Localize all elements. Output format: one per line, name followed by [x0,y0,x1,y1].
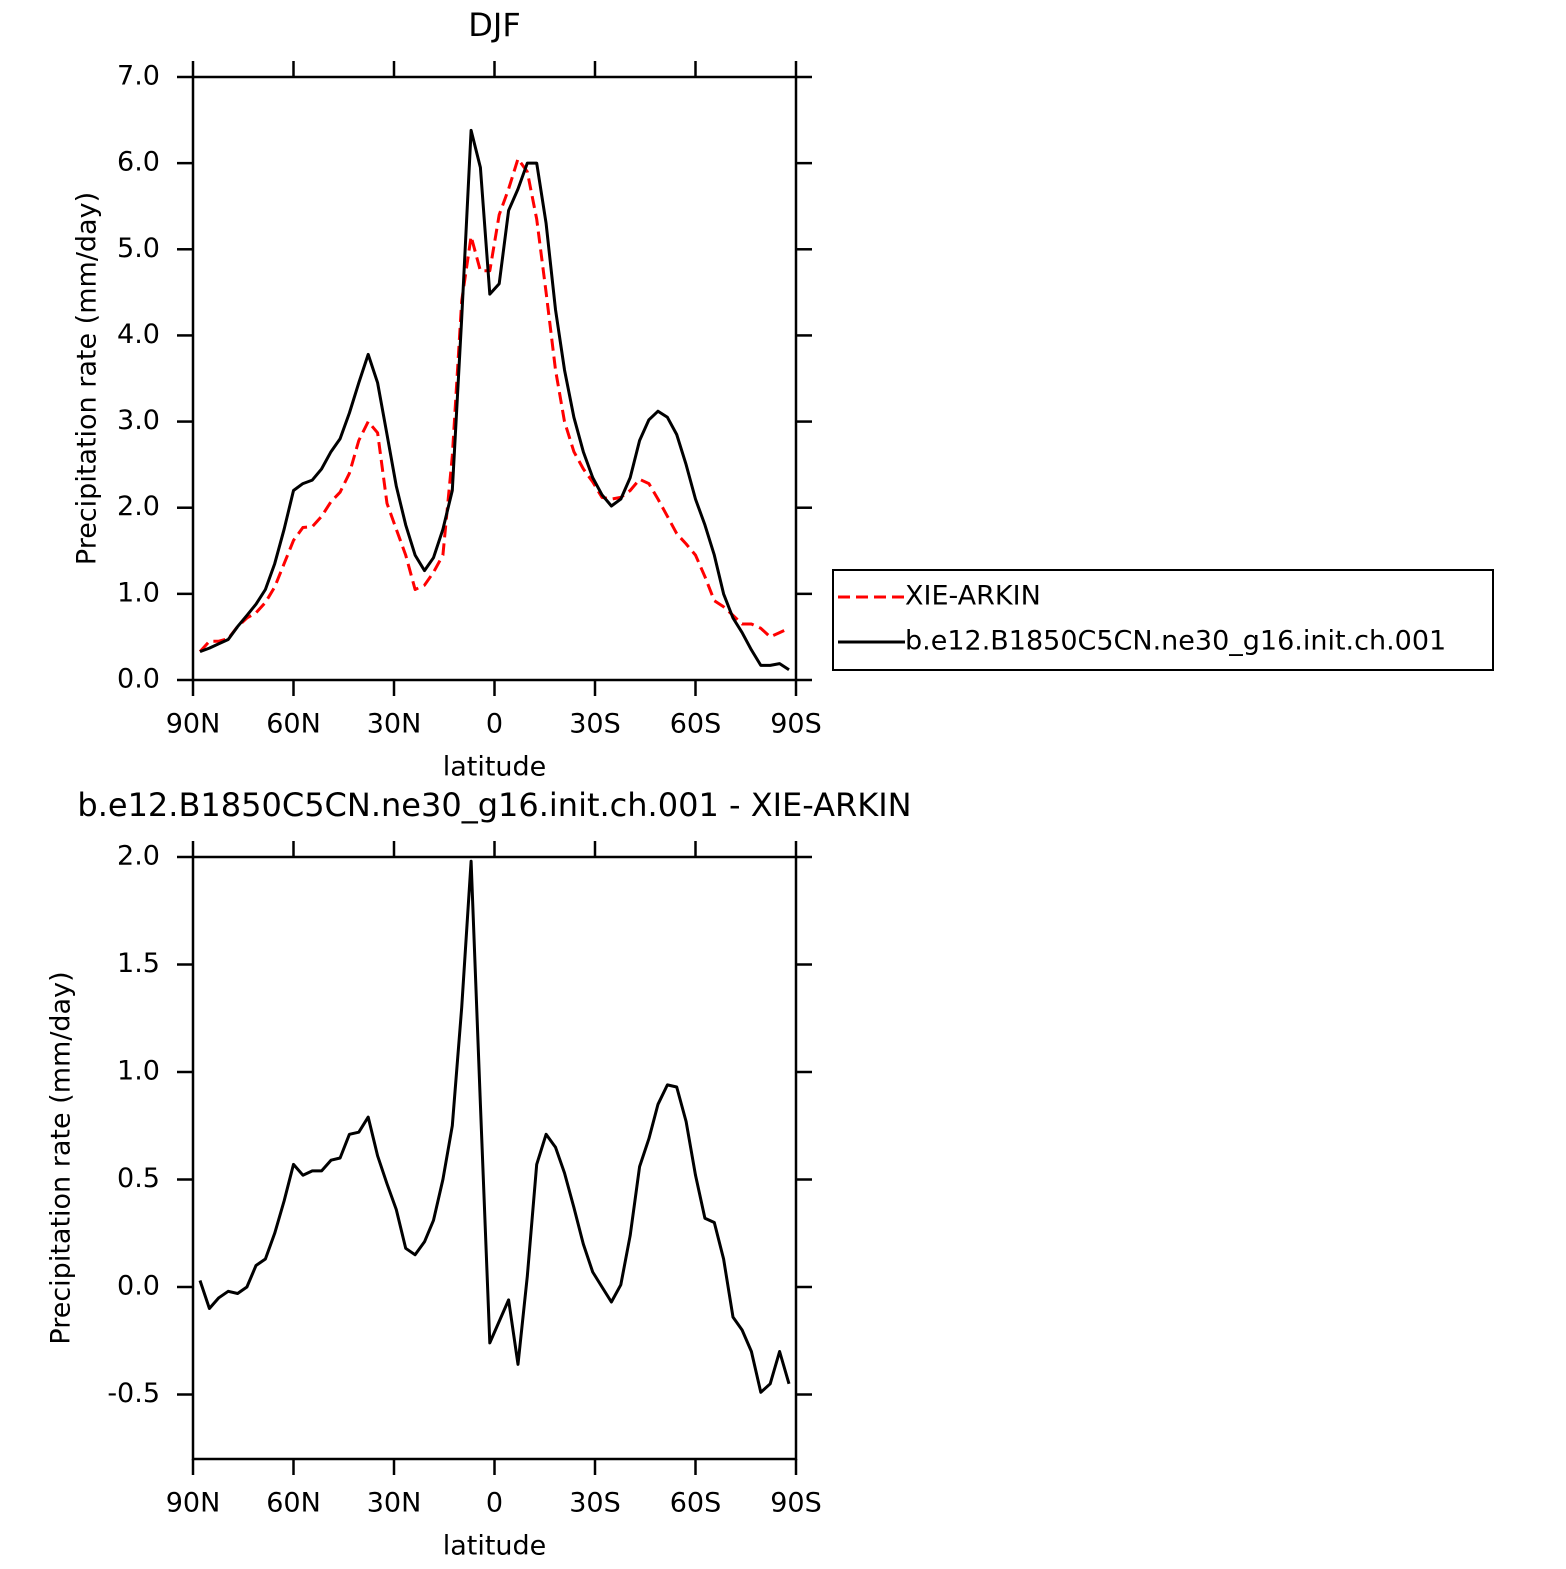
y-tick-label: 2.0 [117,841,160,872]
x-tick-label: 30S [569,709,621,740]
x-tick-label: 90N [166,1488,221,1519]
chart-title: DJF [468,6,520,44]
y-tick-label: 7.0 [117,61,160,92]
x-tick-label: 0 [486,1488,503,1519]
legend-box [832,569,1494,671]
plot-frame [191,75,798,682]
y-tick-label: 0.0 [117,1271,160,1302]
legend: XIE-ARKIN b.e12.B1850C5CN.ne30_g16.init.c… [832,569,1494,671]
y-tick-label: 0.5 [117,1163,160,1194]
data-line [198,859,791,1394]
x-axis-label: latitude [443,1531,547,1562]
legend-label: b.e12.B1850C5CN.ne30_g16.init.ch.001 [905,626,1446,657]
x-tick-label: 0 [486,709,503,740]
x-tick-label: 90S [770,1488,822,1519]
legend-label: XIE-ARKIN [905,581,1041,612]
y-tick-label: 6.0 [117,147,160,178]
x-tick-label: 90S [770,709,822,740]
y-tick-label: -0.5 [107,1378,160,1409]
plot-frame [191,855,798,1461]
y-tick-label: 0.0 [117,664,160,695]
x-tick-label: 60S [670,709,722,740]
x-axis-label: latitude [443,752,547,783]
data-line [199,128,790,671]
y-tick-label: 2.0 [117,491,160,522]
x-tick-label: 60N [266,709,321,740]
data-line [198,157,790,653]
y-axis-label: Precipitation rate (mm/day) [72,192,103,565]
y-tick-label: 1.0 [117,1056,160,1087]
x-tick-label: 60S [670,1488,722,1519]
y-tick-label: 4.0 [117,319,160,350]
y-tick-label: 1.0 [117,577,160,608]
y-tick-label: 3.0 [117,405,160,436]
x-tick-label: 30N [367,1488,422,1519]
x-tick-label: 90N [166,709,221,740]
y-axis-label: Precipitation rate (mm/day) [46,971,77,1344]
x-tick-label: 30S [569,1488,621,1519]
y-tick-label: 5.0 [117,233,160,264]
y-tick-label: 1.5 [117,948,160,979]
chart-title: b.e12.B1850C5CN.ne30_g16.init.ch.001 - X… [77,786,911,824]
x-tick-label: 30N [367,709,422,740]
x-tick-label: 60N [266,1488,321,1519]
